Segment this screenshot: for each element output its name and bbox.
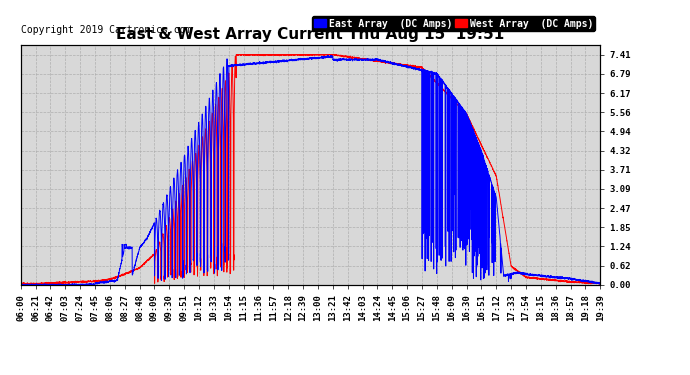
Title: East & West Array Current Thu Aug 15  19:51: East & West Array Current Thu Aug 15 19:… <box>117 27 504 42</box>
Text: Copyright 2019 Cartronics.com: Copyright 2019 Cartronics.com <box>21 26 191 35</box>
Legend: East Array  (DC Amps), West Array  (DC Amps): East Array (DC Amps), West Array (DC Amp… <box>312 16 595 31</box>
